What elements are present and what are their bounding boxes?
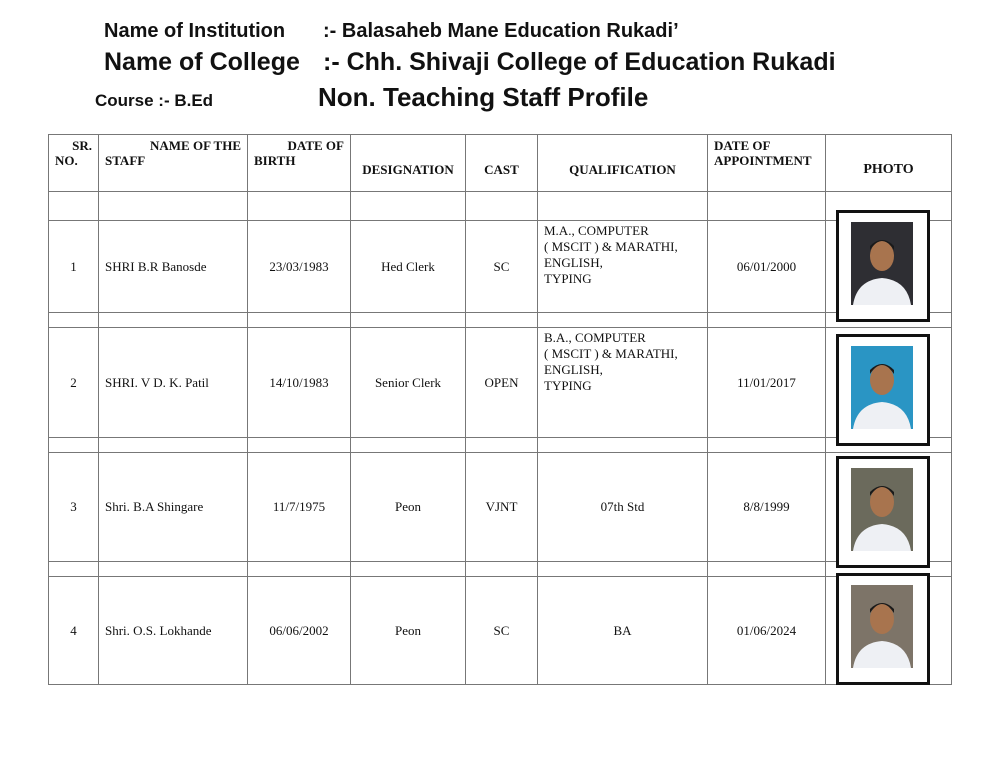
date-of-appointment: 11/01/2017 bbox=[707, 327, 826, 438]
institution-label: Name of Institution bbox=[104, 20, 286, 42]
date-of-birth: 23/03/1983 bbox=[247, 220, 351, 313]
table-row: 4 Shri. O.S. Lokhande 06/06/2002 Peon SC BA 01… bbox=[48, 576, 952, 685]
col-doa: DATE OF APPOINTMENT bbox=[707, 134, 826, 192]
cast: OPEN bbox=[465, 327, 538, 438]
institution-value: :- Balasaheb Mane Education Rukadi’ bbox=[323, 20, 679, 42]
spacer-row bbox=[48, 561, 952, 577]
person-silhouette-icon bbox=[853, 486, 911, 551]
col-dob: DATE OF BIRTH bbox=[247, 134, 351, 192]
qualification: 07th Std bbox=[537, 452, 708, 562]
cast: SC bbox=[465, 576, 538, 685]
date-of-appointment: 8/8/1999 bbox=[707, 452, 826, 562]
date-of-birth: 06/06/2002 bbox=[247, 576, 351, 685]
sr-no: 1 bbox=[48, 220, 99, 313]
photo-frame bbox=[836, 456, 930, 568]
table-row: 1 SHRI B.R Banosde 23/03/1983 Hed Clerk SC M.… bbox=[48, 220, 952, 313]
photo-frame bbox=[836, 210, 930, 322]
col-designation: DESIGNATION bbox=[350, 134, 466, 192]
table-header-row: SR. NO. NAME OF THE STAFF DATE OF BIRTH DES… bbox=[48, 134, 952, 192]
staff-photo bbox=[851, 222, 913, 305]
staff-photo bbox=[851, 585, 913, 668]
staff-photo bbox=[851, 346, 913, 429]
sr-no: 2 bbox=[48, 327, 99, 438]
designation: Hed Clerk bbox=[350, 220, 466, 313]
photo-frame bbox=[836, 334, 930, 446]
sr-no: 3 bbox=[48, 452, 99, 562]
spacer-row bbox=[48, 437, 952, 453]
person-silhouette-icon bbox=[853, 240, 911, 305]
page-title: Non. Teaching Staff Profile bbox=[318, 82, 649, 112]
table-row: 3 Shri. B.A Shingare 11/7/1975 Peon VJNT 07th… bbox=[48, 452, 952, 562]
staff-table: SR. NO. NAME OF THE STAFF DATE OF BIRTH DES… bbox=[48, 134, 952, 685]
college-value: :- Chh. Shivaji College of Education Ruk… bbox=[323, 48, 836, 76]
spacer-row bbox=[48, 191, 952, 221]
person-silhouette-icon bbox=[853, 364, 911, 429]
photo-frame bbox=[836, 573, 930, 685]
designation: Peon bbox=[350, 452, 466, 562]
staff-photo bbox=[851, 468, 913, 551]
date-of-birth: 14/10/1983 bbox=[247, 327, 351, 438]
staff-name: Shri. B.A Shingare bbox=[98, 452, 248, 562]
designation: Senior Clerk bbox=[350, 327, 466, 438]
course: Course :- B.Ed bbox=[95, 91, 214, 110]
cast: SC bbox=[465, 220, 538, 313]
staff-name: Shri. O.S. Lokhande bbox=[98, 576, 248, 685]
col-photo: PHOTO bbox=[825, 134, 952, 192]
col-cast: CAST bbox=[465, 134, 538, 192]
staff-name: SHRI B.R Banosde bbox=[98, 220, 248, 313]
col-sr-no: SR. NO. bbox=[48, 134, 99, 192]
qualification: BA bbox=[537, 576, 708, 685]
date-of-appointment: 01/06/2024 bbox=[707, 576, 826, 685]
person-silhouette-icon bbox=[853, 603, 911, 668]
cast: VJNT bbox=[465, 452, 538, 562]
date-of-birth: 11/7/1975 bbox=[247, 452, 351, 562]
spacer-row bbox=[48, 312, 952, 328]
sr-no: 4 bbox=[48, 576, 99, 685]
col-name: NAME OF THE STAFF bbox=[98, 134, 248, 192]
date-of-appointment: 06/01/2000 bbox=[707, 220, 826, 313]
staff-name: SHRI. V D. K. Patil bbox=[98, 327, 248, 438]
qualification: B.A., COMPUTER( MSCIT ) & MARATHI, ENGLIS… bbox=[537, 327, 708, 438]
qualification: M.A., COMPUTER( MSCIT ) & MARATHI, ENGLIS… bbox=[537, 220, 708, 313]
col-qualification: QUALIFICATION bbox=[537, 134, 708, 192]
table-row: 2 SHRI. V D. K. Patil 14/10/1983 Senior Cle… bbox=[48, 327, 952, 438]
college-label: Name of College bbox=[104, 48, 300, 76]
designation: Peon bbox=[350, 576, 466, 685]
